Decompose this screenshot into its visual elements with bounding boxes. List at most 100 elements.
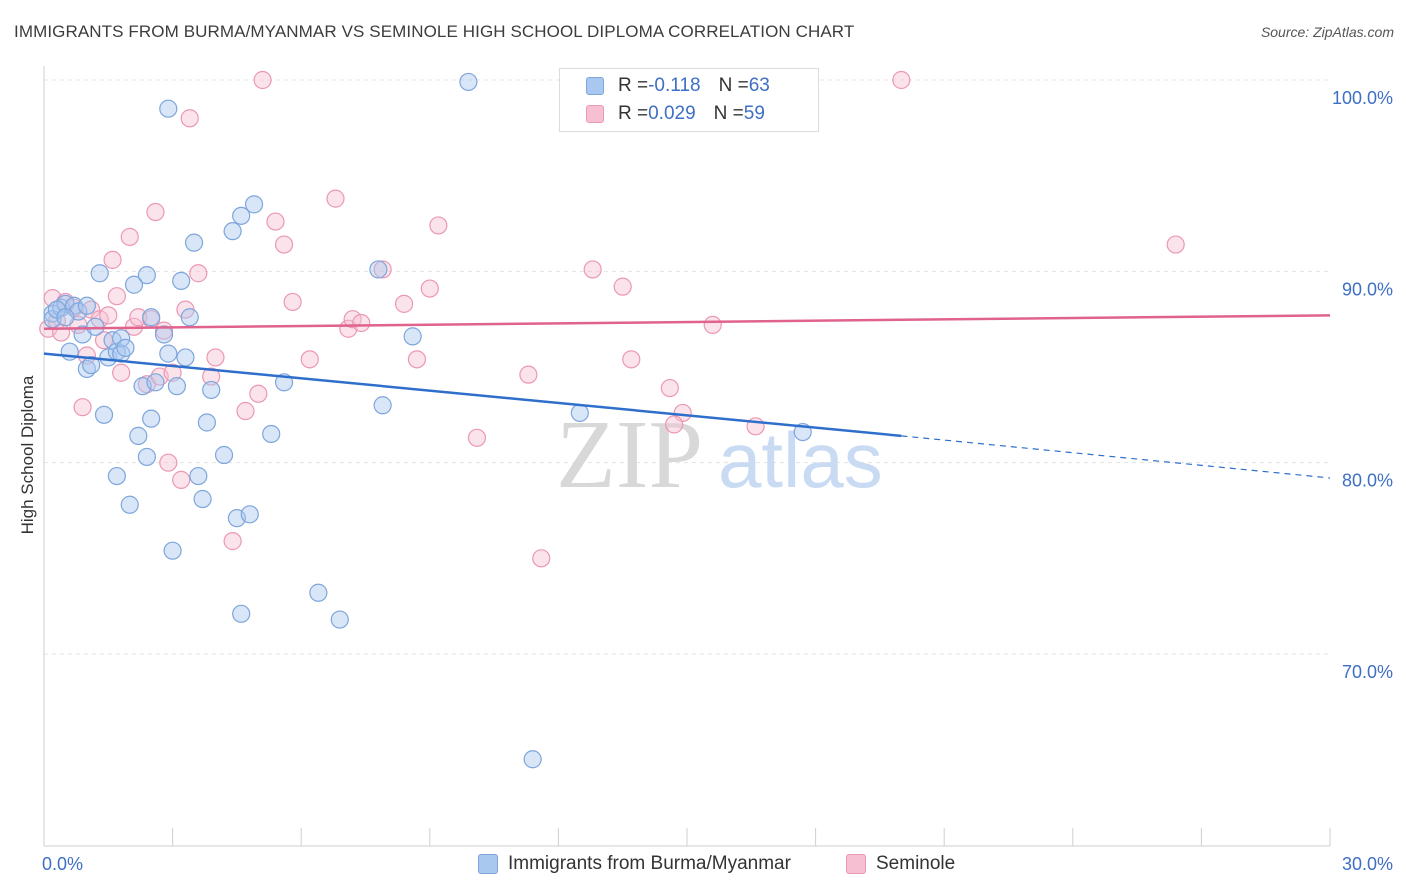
seminole-point: [120, 227, 139, 246]
burma-point: [56, 308, 75, 327]
burma-point: [189, 466, 208, 486]
seminole-point: [266, 212, 285, 231]
gridlines: [44, 79, 1330, 655]
burma-point: [94, 405, 114, 424]
seminole-point: [249, 384, 268, 403]
burma-trend-extension: [901, 435, 1331, 479]
burma-point: [202, 380, 221, 400]
seminole-point: [73, 398, 92, 417]
burma-point: [154, 325, 174, 344]
seminole-point: [622, 350, 641, 369]
seminole-point: [202, 367, 221, 386]
seminole-point: [420, 279, 439, 298]
seminole-point: [146, 202, 165, 222]
legend-n-value: 59: [743, 103, 765, 124]
burma-point: [184, 233, 204, 252]
legend-row-seminole: R = 0.029 N = 59: [586, 102, 765, 126]
seminole-point: [429, 216, 448, 235]
burma-point: [176, 348, 195, 367]
burma-point: [86, 317, 105, 336]
seminole-points: [39, 70, 1185, 568]
seminole-point: [665, 415, 684, 434]
burma-point: [129, 426, 148, 445]
burma-trend-line: [43, 352, 902, 438]
y-tick-label: 70.0%: [1342, 662, 1393, 682]
burma-point: [523, 750, 542, 769]
burma-point: [193, 489, 212, 509]
seminole-point: [326, 189, 345, 208]
burma-point: [214, 445, 234, 465]
legend-n-label: N =: [718, 75, 749, 96]
burma-point: [570, 403, 589, 423]
x-tick-label: 0.0%: [42, 854, 83, 874]
burma-point: [82, 355, 101, 375]
burma-point: [107, 466, 126, 486]
burma-point: [142, 308, 161, 327]
tick-labels: 100.0% 90.0% 80.0% 70.0% 0.0% 30.0%: [42, 88, 1393, 874]
seminole-point: [206, 348, 225, 367]
seminole-trend-line: [43, 314, 1331, 330]
seminole-point: [274, 235, 294, 254]
seminole-point: [112, 363, 131, 382]
seminole-point: [107, 287, 126, 306]
seminole-point: [892, 70, 911, 90]
burma-point: [197, 413, 216, 432]
y-tick-label: 80.0%: [1342, 471, 1393, 491]
burma-point: [142, 409, 161, 428]
burma-point: [77, 296, 96, 315]
seminole-point: [159, 453, 178, 472]
watermark-zip: ZIP: [556, 401, 703, 509]
legend-n-value: 63: [748, 75, 770, 96]
burma-point: [223, 222, 242, 241]
burma-point: [330, 610, 349, 629]
burma-point: [112, 329, 131, 348]
burma-point: [120, 495, 139, 514]
correlation-legend: R = -0.118 N = 63 R = 0.029 N = 59: [559, 68, 819, 132]
seminole-point: [103, 250, 122, 269]
burma-swatch: [586, 77, 604, 95]
y-tick-label: 90.0%: [1342, 279, 1393, 299]
seminole-point: [77, 346, 96, 365]
burma-point: [137, 447, 156, 467]
bottom-legend-burma: Immigrants from Burma/Myanmar: [478, 852, 791, 876]
seminole-point: [373, 260, 392, 279]
burma-point: [159, 99, 178, 118]
seminole-point: [1166, 235, 1185, 254]
burma-points: [43, 72, 812, 769]
bottom-legend-seminole: Seminole: [846, 852, 955, 876]
seminole-point: [613, 277, 632, 296]
burma-point: [163, 541, 182, 560]
seminole-point: [189, 264, 208, 283]
burma-legend-label: Immigrants from Burma/Myanmar: [508, 853, 791, 874]
burma-point: [167, 377, 186, 396]
burma-point: [137, 266, 156, 285]
burma-point: [159, 344, 178, 363]
burma-point: [459, 72, 478, 92]
axes: [43, 66, 1331, 847]
seminole-point: [407, 350, 427, 369]
burma-point: [124, 275, 144, 294]
seminole-legend-swatch: [846, 854, 866, 874]
seminole-point: [352, 313, 371, 333]
seminole-point: [343, 310, 362, 329]
burma-point: [373, 396, 392, 415]
burma-legend-swatch: [478, 854, 498, 874]
trend-lines: [43, 314, 1331, 479]
burma-point: [180, 308, 199, 327]
seminole-point: [236, 401, 255, 421]
seminole-point: [253, 70, 272, 90]
burma-point: [369, 260, 388, 279]
legend-r-label: R =: [618, 103, 649, 124]
burma-point: [244, 195, 264, 214]
burma-point: [116, 338, 135, 357]
burma-point: [262, 424, 281, 444]
seminole-point: [660, 378, 679, 398]
seminole-legend-label: Seminole: [876, 853, 956, 874]
burma-point: [232, 206, 251, 225]
seminole-point: [300, 350, 319, 369]
burma-point: [240, 505, 259, 524]
chart-title: IMMIGRANTS FROM BURMA/MYANMAR VS SEMINOL…: [14, 22, 855, 41]
seminole-point: [172, 470, 191, 489]
seminole-swatch: [586, 105, 604, 123]
